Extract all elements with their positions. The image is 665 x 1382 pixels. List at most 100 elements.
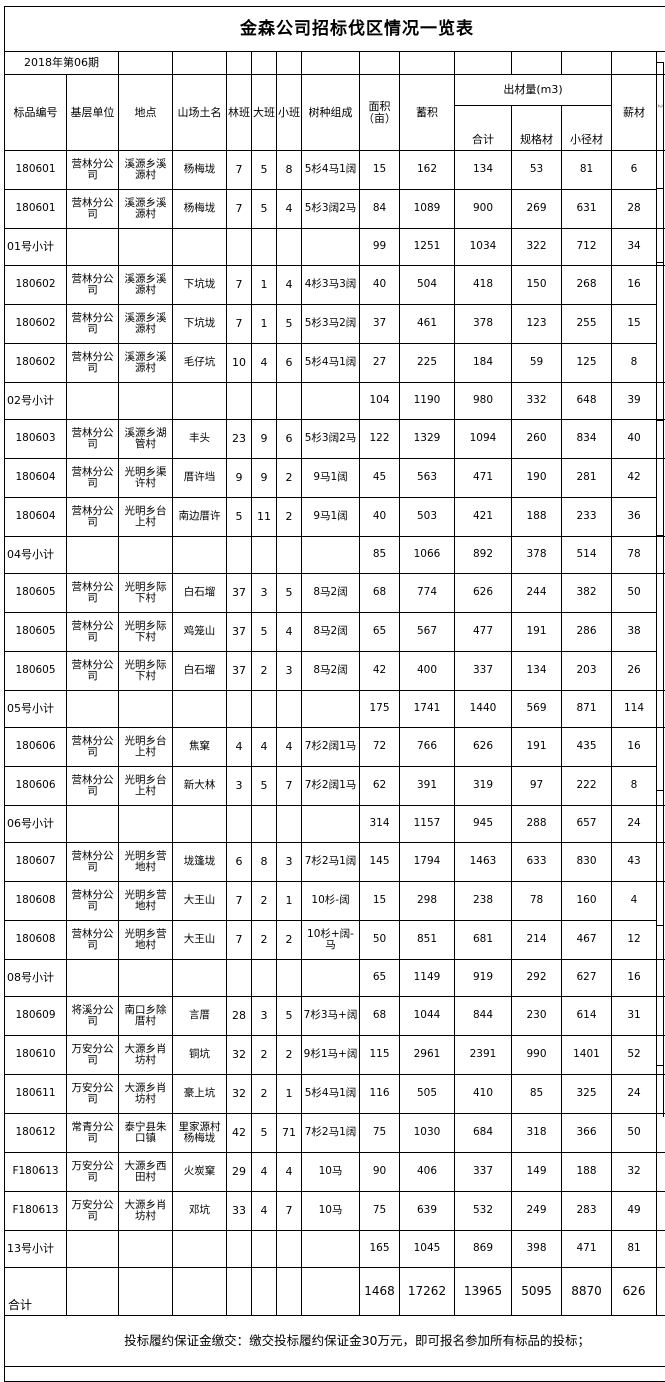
cell-small-class: 2 bbox=[277, 1036, 302, 1075]
cell-firewood: 34 bbox=[612, 229, 657, 266]
clipped-tick-5 bbox=[657, 535, 664, 536]
cell-small-timber: 435 bbox=[562, 728, 612, 767]
cell-mountain-name bbox=[173, 806, 227, 843]
cell-stock: 1066 bbox=[400, 537, 455, 574]
cell-firewood: 8 bbox=[612, 344, 657, 383]
cell-bid-no: F180613 bbox=[5, 1153, 67, 1192]
cell-mountain-name bbox=[173, 229, 227, 266]
cell-small-class: 6 bbox=[277, 344, 302, 383]
cell-area: 85 bbox=[360, 537, 400, 574]
cell-spec-timber: 134 bbox=[512, 652, 562, 691]
cell-stock: 400 bbox=[400, 652, 455, 691]
cell-firewood: 50 bbox=[612, 1114, 657, 1153]
cell-small-class bbox=[277, 383, 302, 420]
cell-small-timber: 281 bbox=[562, 459, 612, 498]
cell-output-total: 684 bbox=[455, 1114, 512, 1153]
cell-firewood: 32 bbox=[612, 1153, 657, 1192]
cell-output-total: 869 bbox=[455, 1231, 512, 1268]
cell-unit bbox=[67, 537, 119, 574]
cell-big-class bbox=[252, 537, 277, 574]
cell-small-timber: 712 bbox=[562, 229, 612, 266]
cell-unit: 营林分公司 bbox=[67, 652, 119, 691]
cell-mountain-name bbox=[173, 960, 227, 997]
cell-big-class bbox=[252, 806, 277, 843]
cell-firewood: 43 bbox=[612, 843, 657, 882]
cell-area: 90 bbox=[360, 1153, 400, 1192]
cell-mountain-name: 下坑垅 bbox=[173, 266, 227, 305]
cell-location: 光明乡际下村 bbox=[119, 574, 173, 613]
cell-spec-timber: 633 bbox=[512, 843, 562, 882]
cell-big-class: 2 bbox=[252, 921, 277, 960]
cell-mountain-name: 言厝 bbox=[173, 997, 227, 1036]
cell-spec-timber: 123 bbox=[512, 305, 562, 344]
cell-firewood: 24 bbox=[612, 806, 657, 843]
cell-output-total: 1440 bbox=[455, 691, 512, 728]
cell-firewood: 16 bbox=[612, 266, 657, 305]
cell-spec-timber: 191 bbox=[512, 728, 562, 767]
cell-stock: 1045 bbox=[400, 1231, 455, 1268]
cell-area: 75 bbox=[360, 1192, 400, 1231]
cell-big-class: 11 bbox=[252, 498, 277, 537]
cell-species: 5杉3马2阔 bbox=[302, 305, 360, 344]
grand-total-price: 871 bbox=[657, 1268, 665, 1316]
cell-area: 104 bbox=[360, 383, 400, 420]
cell-small-class: 1 bbox=[277, 882, 302, 921]
cell-unit: 营林分公司 bbox=[67, 921, 119, 960]
col-header-stock: 蓄积 bbox=[400, 75, 455, 151]
cell-species: 8马2阔 bbox=[302, 613, 360, 652]
cell-area: 175 bbox=[360, 691, 400, 728]
cell-forest-class: 4 bbox=[227, 728, 252, 767]
cell-big-class: 4 bbox=[252, 728, 277, 767]
cell-small-class bbox=[277, 691, 302, 728]
cell-bid-no: 180606 bbox=[5, 728, 67, 767]
cell-unit: 营林分公司 bbox=[67, 882, 119, 921]
cell-area: 27 bbox=[360, 344, 400, 383]
cell-location: 光明乡台上村 bbox=[119, 767, 173, 806]
cell-forest-class: 6 bbox=[227, 843, 252, 882]
cell-species bbox=[302, 229, 360, 266]
cell-area: 116 bbox=[360, 1075, 400, 1114]
cell-firewood: 36 bbox=[612, 498, 657, 537]
cell-firewood: 4 bbox=[612, 882, 657, 921]
cell-small-class: 5 bbox=[277, 997, 302, 1036]
cell-bid-no: 180607 bbox=[5, 843, 67, 882]
cell-subtotal-label: 08号小计 bbox=[5, 960, 67, 997]
cell-species: 7杉2马1阔 bbox=[302, 843, 360, 882]
cell-forest-class: 7 bbox=[227, 151, 252, 190]
cell-location: 光明乡渠许村 bbox=[119, 459, 173, 498]
cell-bid-no: 180604 bbox=[5, 498, 67, 537]
cell-area: 68 bbox=[360, 574, 400, 613]
cell-big-class bbox=[252, 1231, 277, 1268]
cell-small-class: 2 bbox=[277, 498, 302, 537]
cell-area: 37 bbox=[360, 305, 400, 344]
cell-output-total: 421 bbox=[455, 498, 512, 537]
cell-small-timber: 366 bbox=[562, 1114, 612, 1153]
clipped-tick-2 bbox=[657, 188, 664, 189]
cell-stock: 1251 bbox=[400, 229, 455, 266]
cell-base-price: 53 bbox=[657, 1114, 665, 1153]
cell-big-class: 3 bbox=[252, 574, 277, 613]
cell-spec-timber: 569 bbox=[512, 691, 562, 728]
cell-location bbox=[119, 960, 173, 997]
cell-big-class: 2 bbox=[252, 882, 277, 921]
cell-forest-class bbox=[227, 229, 252, 266]
cell-small-timber: 382 bbox=[562, 574, 612, 613]
cell-output-total: 134 bbox=[455, 151, 512, 190]
cell-firewood: 49 bbox=[612, 1192, 657, 1231]
col-header-spec-timber: 规格材 bbox=[512, 106, 562, 151]
cell-small-class bbox=[277, 960, 302, 997]
cell-output-total: 238 bbox=[455, 882, 512, 921]
grand-total-mountain bbox=[173, 1268, 227, 1316]
cell-unit: 常青分公司 bbox=[67, 1114, 119, 1153]
cell-forest-class bbox=[227, 960, 252, 997]
cell-small-class: 5 bbox=[277, 574, 302, 613]
